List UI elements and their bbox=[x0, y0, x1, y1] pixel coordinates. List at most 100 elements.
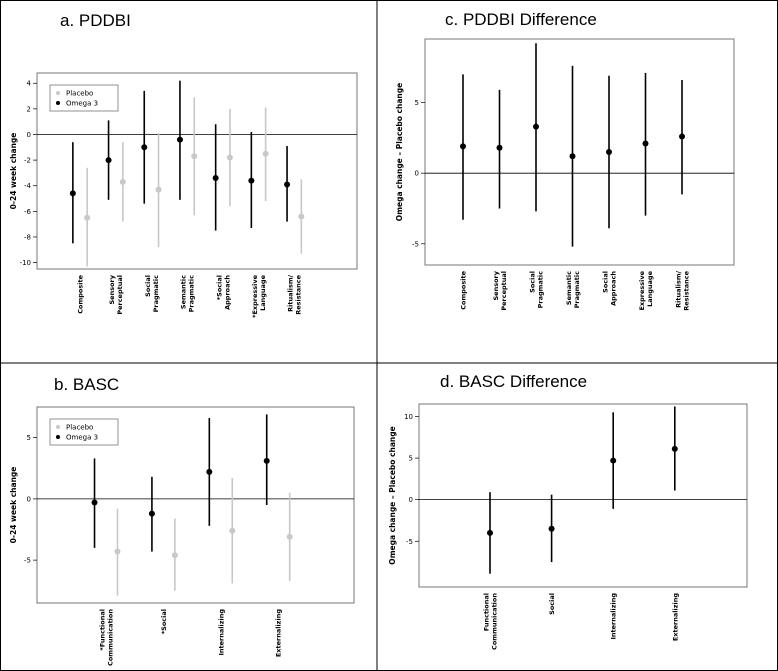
y-tick-label: 5 bbox=[415, 99, 419, 107]
category-label: Sensory bbox=[108, 274, 116, 304]
panel-a: a. PDDBI 4 2 0 -2 -4 -6 -8 -10 0-24 week change Co… bbox=[9, 11, 358, 318]
data-point bbox=[226, 154, 233, 161]
data-point bbox=[206, 468, 213, 475]
category-label: Externalizing bbox=[275, 609, 283, 657]
y-tick-label: 0 bbox=[27, 495, 31, 503]
panel-title: d. BASC Difference bbox=[440, 372, 587, 391]
category-label: Expressive bbox=[638, 270, 646, 310]
category-label: Resistance bbox=[295, 274, 303, 314]
data-point bbox=[212, 175, 219, 182]
panel-title: a. PDDBI bbox=[60, 11, 131, 30]
y-tick-label: 0 bbox=[27, 131, 31, 139]
data-point bbox=[91, 499, 98, 506]
y-tick-label: -4 bbox=[24, 182, 32, 190]
y-tick-label: 2 bbox=[27, 105, 31, 113]
data-point bbox=[248, 177, 255, 184]
category-label: Ritualism/ bbox=[675, 270, 683, 307]
legend-label: Placebo bbox=[66, 90, 93, 98]
legend-marker bbox=[56, 425, 60, 429]
data-point bbox=[191, 153, 198, 160]
y-tick-label: 5 bbox=[409, 455, 413, 463]
data-point bbox=[155, 186, 162, 193]
category-label: Ritualism/ bbox=[287, 274, 295, 311]
category-label: Perceptual bbox=[500, 271, 508, 311]
category-label: *Social bbox=[160, 609, 168, 634]
y-tick-label: -6 bbox=[24, 208, 32, 216]
category-label: Resistance bbox=[683, 270, 691, 310]
panel-title: c. PDDBI Difference bbox=[445, 10, 597, 29]
data-point bbox=[298, 213, 305, 220]
y-tick-label: 4 bbox=[27, 80, 32, 88]
data-point bbox=[141, 144, 148, 151]
panel-d: d. BASC Difference 10 5 0 -5 Omega change – P… bbox=[388, 372, 748, 650]
category-label: *Expressive bbox=[251, 274, 259, 318]
category-label: Externalizing bbox=[671, 593, 679, 641]
y-axis-label: 0-24 week change bbox=[9, 467, 18, 544]
category-label: Pragmatic bbox=[537, 271, 545, 309]
plot-frame bbox=[424, 38, 735, 266]
category-label: Functional bbox=[483, 593, 491, 631]
panel-b: b. BASC 5 0 -5 0-24 week change *Functional Co… bbox=[9, 375, 355, 666]
plot-frame bbox=[36, 72, 358, 270]
data-point bbox=[610, 457, 617, 464]
y-tick-label: -5 bbox=[24, 557, 31, 565]
data-point bbox=[176, 136, 183, 143]
legend-marker bbox=[56, 101, 60, 105]
category-label: Social bbox=[144, 275, 152, 297]
data-point bbox=[105, 157, 112, 164]
category-label: *Functional bbox=[99, 609, 107, 651]
y-tick-label: -10 bbox=[20, 259, 31, 267]
data-point bbox=[114, 548, 121, 555]
y-axis-label: Omega change – Placebo change bbox=[388, 426, 397, 564]
category-label: Language bbox=[259, 274, 267, 310]
data-point bbox=[679, 133, 685, 140]
data-point bbox=[671, 445, 678, 452]
panel-c: c. PDDBI Difference 5 0 -5 Omega change – Pl… bbox=[395, 10, 735, 311]
category-label: Social bbox=[602, 271, 610, 293]
legend-label: Omega 3 bbox=[66, 100, 98, 108]
plot-frame bbox=[36, 406, 355, 604]
y-tick-label: 0 bbox=[409, 496, 413, 504]
category-label: Internalizing bbox=[610, 593, 618, 640]
data-point bbox=[119, 178, 126, 185]
category-label: Social bbox=[548, 593, 556, 615]
data-point bbox=[460, 143, 466, 150]
y-tick-label: -5 bbox=[412, 240, 419, 248]
legend-label: Omega 3 bbox=[66, 434, 98, 442]
category-label: Pragmatic bbox=[573, 271, 581, 309]
category-label: Communication bbox=[491, 593, 499, 650]
y-axis-label: 0-24 week change bbox=[9, 133, 18, 210]
category-label: Composite bbox=[77, 274, 85, 313]
y-tick-label: 5 bbox=[27, 434, 31, 442]
y-axis-label: Omega change – Placebo change bbox=[395, 83, 404, 221]
category-label: Sensory bbox=[492, 270, 500, 300]
category-label: Approach bbox=[223, 275, 231, 310]
data-point bbox=[533, 123, 539, 130]
category-label: Communication bbox=[107, 609, 115, 666]
legend-box bbox=[49, 418, 119, 446]
legend-label: Placebo bbox=[66, 424, 93, 432]
data-point bbox=[487, 529, 493, 536]
category-label: Semantic bbox=[180, 275, 188, 309]
category-label: Social bbox=[529, 271, 537, 293]
data-point bbox=[548, 525, 555, 532]
legend-marker bbox=[56, 91, 60, 95]
data-point bbox=[148, 510, 155, 517]
data-point bbox=[569, 153, 576, 160]
category-label: Semantic bbox=[565, 271, 573, 305]
data-point bbox=[286, 533, 293, 540]
data-point bbox=[69, 190, 76, 197]
panel-title: b. BASC bbox=[54, 375, 119, 394]
category-label: Pragmatic bbox=[188, 275, 196, 313]
y-tick-label: -5 bbox=[406, 538, 413, 546]
category-label: Pragmatic bbox=[152, 275, 160, 313]
data-point bbox=[496, 144, 503, 151]
data-point bbox=[84, 214, 91, 221]
data-point bbox=[229, 527, 236, 534]
data-point bbox=[284, 181, 291, 188]
category-label: Approach bbox=[610, 271, 618, 306]
data-point bbox=[606, 149, 612, 155]
legend-box bbox=[49, 84, 119, 112]
